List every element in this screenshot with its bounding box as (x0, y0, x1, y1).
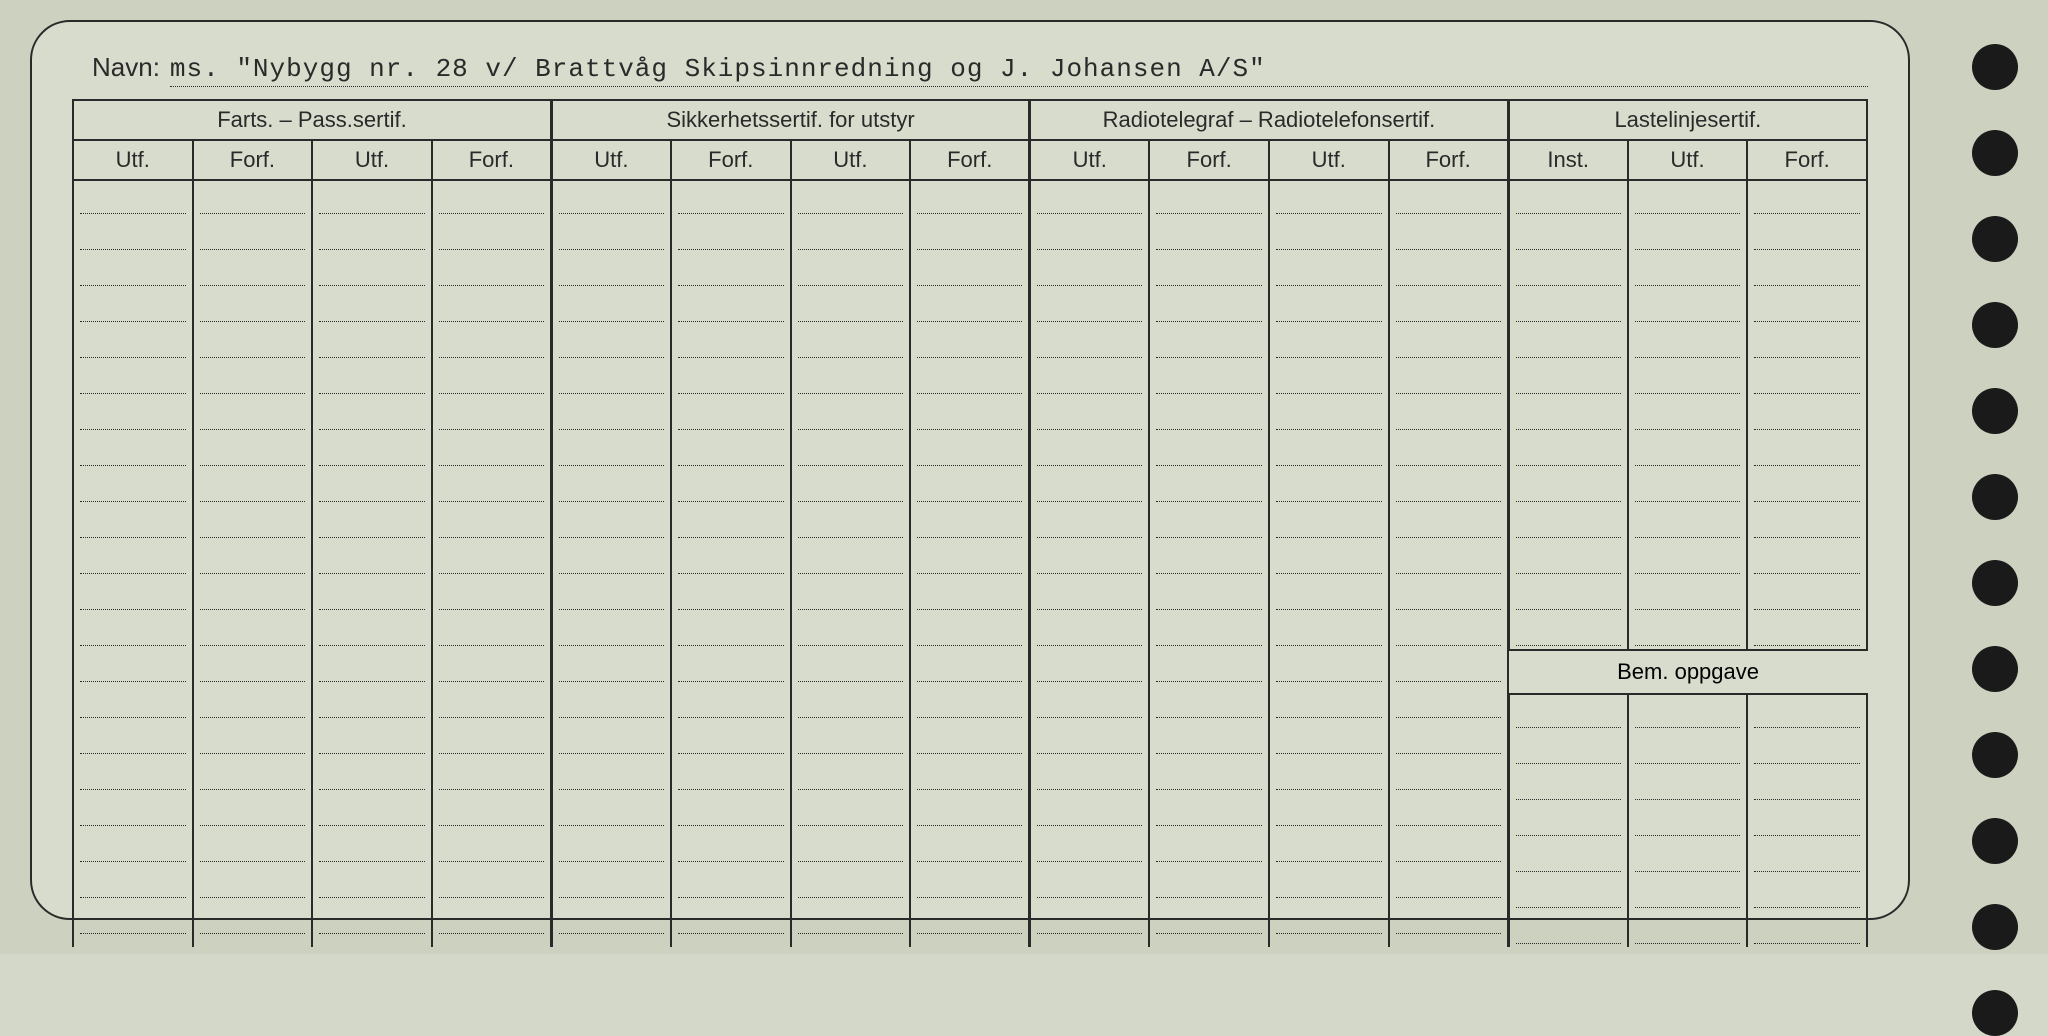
table-cell (791, 180, 911, 947)
table-sub-header: Utf. (312, 140, 432, 180)
binder-hole (1972, 44, 2018, 90)
table-sub-header: Forf. (910, 140, 1030, 180)
table-sub-header: Forf. (1747, 140, 1867, 180)
navn-row: Navn: ms. "Nybygg nr. 28 v/ Brattvåg Ski… (72, 52, 1868, 87)
table-sub-header: Forf. (671, 140, 791, 180)
table-sub-header: Inst. (1508, 140, 1628, 180)
table-cell (73, 180, 193, 947)
table-cell (910, 180, 1030, 947)
table-sub-header: Utf. (1269, 140, 1389, 180)
table-sub-header: Forf. (432, 140, 552, 180)
table-sub-header: Utf. (791, 140, 911, 180)
page: Navn: ms. "Nybygg nr. 28 v/ Brattvåg Ski… (0, 0, 2048, 954)
binder-hole (1972, 990, 2018, 1036)
table-sub-header: Utf. (73, 140, 193, 180)
binder-hole (1972, 732, 2018, 778)
table-cell (1628, 180, 1748, 650)
binder-holes (1972, 44, 2018, 1036)
binder-hole (1972, 216, 2018, 262)
table-cell (1747, 694, 1867, 947)
table-body: Bem. oppgave (73, 180, 1867, 947)
table-cell (1508, 180, 1628, 650)
table-group-header: Sikkerhetssertif. for utstyr (551, 100, 1029, 140)
binder-hole (1972, 646, 2018, 692)
table-cell (312, 180, 432, 947)
table-sub-header-row: Utf.Forf.Utf.Forf.Utf.Forf.Utf.Forf.Utf.… (73, 140, 1867, 180)
binder-hole (1972, 130, 2018, 176)
table-sub-header: Forf. (1389, 140, 1509, 180)
table-cell (1269, 180, 1389, 947)
table-cell (1747, 180, 1867, 650)
table-group-header-row: Farts. – Pass.sertif.Sikkerhetssertif. f… (73, 100, 1867, 140)
table-cell (193, 180, 313, 947)
table-cell (1030, 180, 1150, 947)
bem-oppgave-header: Bem. oppgave (1508, 650, 1867, 694)
binder-hole (1972, 904, 2018, 950)
table-sub-header: Forf. (1149, 140, 1269, 180)
record-card: Navn: ms. "Nybygg nr. 28 v/ Brattvåg Ski… (30, 20, 1910, 920)
table-cell (671, 180, 791, 947)
certificate-table: Farts. – Pass.sertif.Sikkerhetssertif. f… (72, 99, 1868, 947)
table-cell (551, 180, 671, 947)
table-group-header: Radiotelegraf – Radiotelefonsertif. (1030, 100, 1508, 140)
table-sub-header: Utf. (551, 140, 671, 180)
table-cell (1149, 180, 1269, 947)
table-cell (1628, 694, 1748, 947)
navn-value: ms. "Nybygg nr. 28 v/ Brattvåg Skipsinnr… (170, 54, 1868, 87)
table-sub-header: Utf. (1030, 140, 1150, 180)
table-cell (1508, 694, 1628, 947)
binder-hole (1972, 388, 2018, 434)
binder-hole (1972, 302, 2018, 348)
binder-hole (1972, 818, 2018, 864)
binder-hole (1972, 560, 2018, 606)
table-sub-header: Forf. (193, 140, 313, 180)
binder-hole (1972, 474, 2018, 520)
table-group-header: Farts. – Pass.sertif. (73, 100, 551, 140)
navn-label: Navn: (92, 52, 160, 83)
table-group-header: Lastelinjesertif. (1508, 100, 1867, 140)
table-cell (1389, 180, 1509, 947)
table-cell (432, 180, 552, 947)
table-sub-header: Utf. (1628, 140, 1748, 180)
